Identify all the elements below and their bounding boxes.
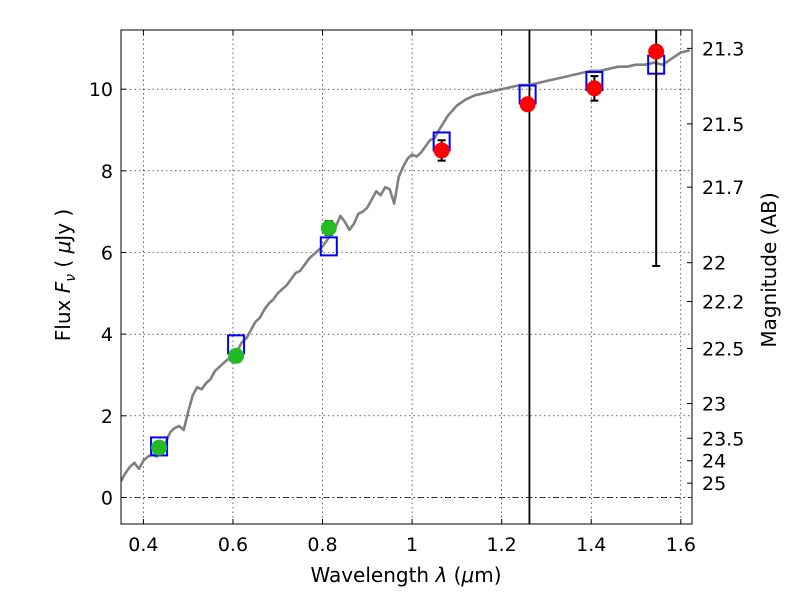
y2-axis-label: Magnitude (AB) (757, 192, 781, 347)
x-tick-label: 0.6 (218, 534, 248, 556)
y-tick-label: 4 (101, 324, 113, 346)
y-tick-label: 2 (101, 406, 113, 428)
error-bars (155, 30, 661, 454)
x-tick-label: 1.2 (487, 534, 517, 556)
model-box (319, 236, 338, 257)
grid (121, 30, 692, 524)
y2-tick-label: 22.2 (702, 291, 744, 313)
optical-point (228, 347, 245, 364)
model-photometry-boxes (150, 54, 666, 457)
y2-tick-label: 22 (702, 253, 726, 275)
y2-tick-label: 25 (702, 473, 726, 495)
y2-tick-label: 21.5 (702, 114, 744, 136)
y2-tick-label: 24 (702, 451, 726, 473)
nir-point (586, 80, 603, 97)
optical-point (320, 220, 337, 237)
y-tick-label: 6 (101, 243, 113, 265)
sed-model-line (121, 49, 691, 482)
x-axis-label: Wavelength λ (μm) (310, 563, 501, 587)
x-tick-label: 0.4 (128, 534, 158, 556)
y2-tick-label: 23.5 (702, 428, 744, 450)
nir-point (433, 142, 450, 159)
y2-tick-label: 21.7 (702, 177, 744, 199)
y2-tick-label: 21.3 (702, 38, 744, 60)
observed-points (151, 43, 665, 456)
y2-tick-label: 22.5 (702, 338, 744, 360)
x-tick-label: 0.8 (307, 534, 337, 556)
plot-frame (120, 29, 693, 525)
y2-tick-label: 23 (702, 394, 726, 416)
y-axis-ticks: 0 2 4 6 8 10 (89, 79, 126, 509)
nir-point (519, 96, 536, 113)
x-tick-label: 1.4 (576, 534, 606, 556)
x-tick-label: 1 (406, 534, 418, 556)
optical-point (151, 439, 168, 456)
nir-point (648, 43, 665, 60)
x-tick-label: 1.6 (666, 534, 696, 556)
y-tick-label: 10 (89, 79, 113, 101)
y-tick-label: 8 (101, 161, 113, 183)
x-axis-ticks: 0.4 0.6 0.8 1 1.2 1.4 1.6 (128, 30, 696, 556)
sed-model-curve (121, 49, 691, 482)
y-tick-label: 0 (101, 487, 113, 509)
y-axis-label: Flux Fν ( μJy ) (51, 209, 79, 341)
reference-lines (121, 30, 692, 524)
